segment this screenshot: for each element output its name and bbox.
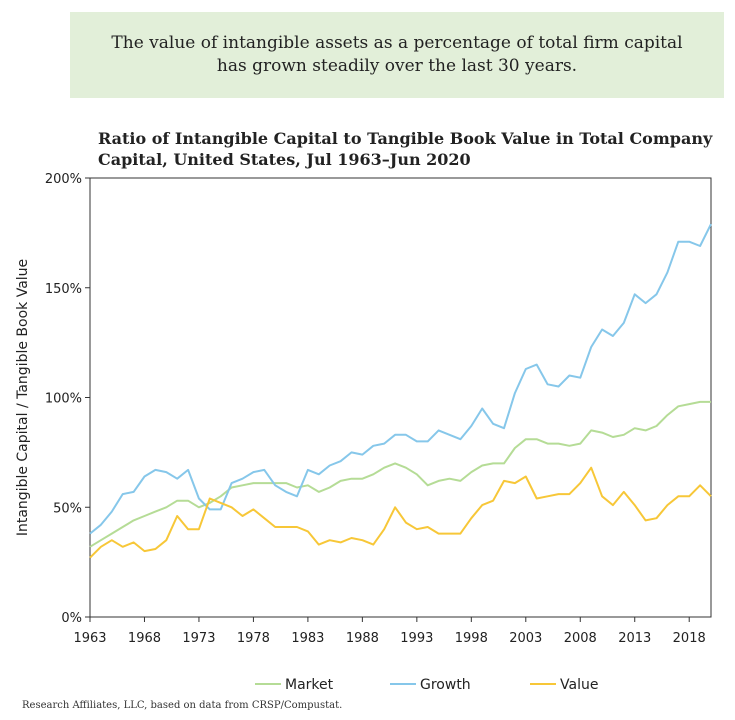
headline-banner: The value of intangible assets as a perc… bbox=[70, 12, 724, 98]
source-note: Research Affiliates, LLC, based on data … bbox=[22, 700, 343, 711]
chart-title-line-1: Ratio of Intangible Capital to Tangible … bbox=[98, 129, 713, 148]
x-tick-label: 2003 bbox=[509, 631, 542, 646]
x-tick-label: 2008 bbox=[564, 631, 597, 646]
x-tick-label: 1993 bbox=[400, 631, 433, 646]
x-tick-label: 1978 bbox=[237, 631, 270, 646]
x-tick-label: 2018 bbox=[673, 631, 706, 646]
x-tick-label: 1998 bbox=[455, 631, 488, 646]
y-tick-label: 200% bbox=[45, 172, 82, 187]
x-tick-label: 1988 bbox=[346, 631, 379, 646]
banner-line-2: has grown steadily over the last 30 year… bbox=[216, 56, 578, 76]
series-line-growth bbox=[89, 223, 712, 535]
x-tick-label: 2013 bbox=[618, 631, 651, 646]
chart-title: Ratio of Intangible Capital to Tangible … bbox=[98, 128, 718, 170]
banner-line-1: The value of intangible assets as a perc… bbox=[111, 33, 683, 53]
y-axis-label: Intangible Capital / Tangible Book Value bbox=[15, 259, 31, 536]
y-tick-label: 150% bbox=[45, 282, 82, 297]
x-tick-label: 1983 bbox=[291, 631, 324, 646]
series-line-value bbox=[89, 466, 712, 559]
x-tick-label: 1968 bbox=[128, 631, 161, 646]
x-tick-label: 1963 bbox=[73, 631, 106, 646]
legend-label-market: Market bbox=[285, 677, 334, 693]
x-tick-label: 1973 bbox=[182, 631, 215, 646]
y-tick-label: 100% bbox=[45, 392, 82, 407]
y-tick-label: 50% bbox=[53, 501, 82, 516]
legend-label-value: Value bbox=[560, 677, 598, 693]
plot-frame bbox=[89, 177, 712, 618]
series-line-market bbox=[89, 400, 711, 548]
legend-label-growth: Growth bbox=[420, 677, 471, 693]
y-tick-label: 0% bbox=[61, 611, 82, 626]
chart-title-line-2: Capital, United States, Jul 1963–Jun 202… bbox=[98, 150, 471, 169]
